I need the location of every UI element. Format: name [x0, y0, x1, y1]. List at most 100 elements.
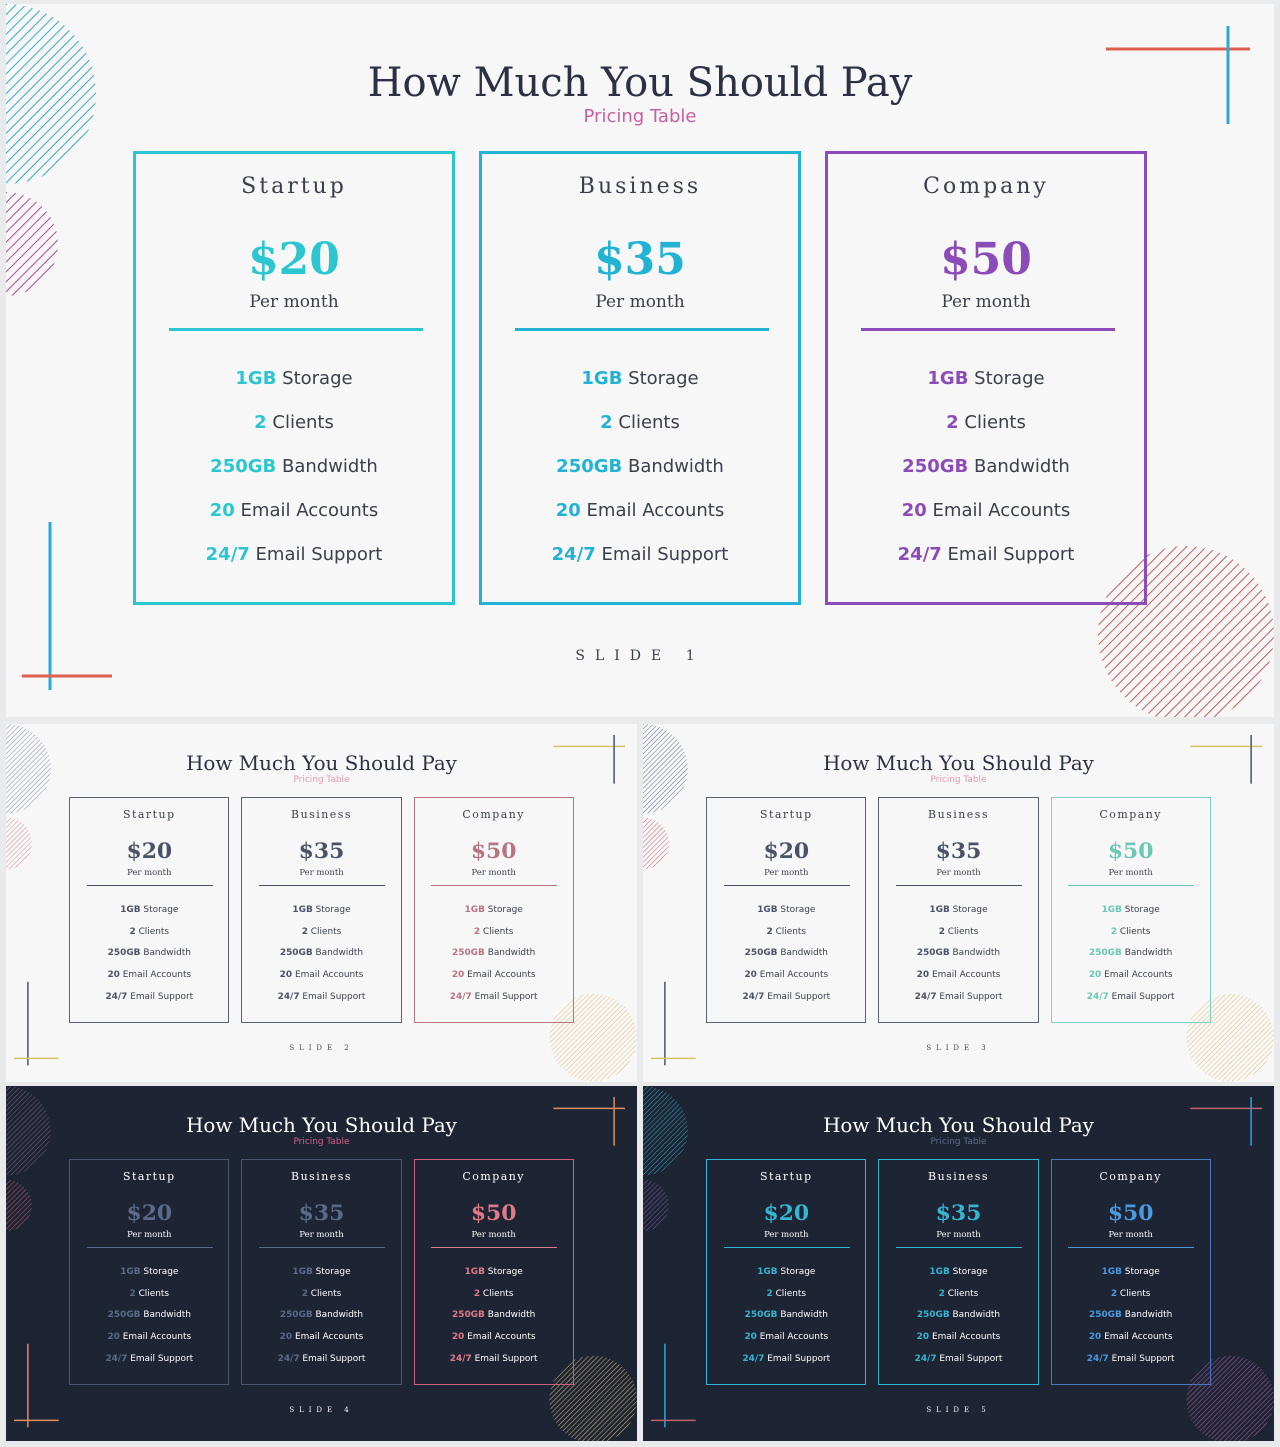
- feature-label: Bandwidth: [952, 1310, 1001, 1321]
- pricing-card-startup[interactable]: Startup $20 Per month 1GB Storage 2 Clients 2…: [133, 151, 455, 605]
- feature-label: Clients: [138, 1288, 170, 1299]
- feature-value: 250GB: [744, 1310, 778, 1321]
- feature-label: Email Support: [947, 544, 1075, 565]
- slide-number-label: SLIDE 5: [926, 1406, 991, 1415]
- feature-item: 250GB Bandwidth: [415, 1310, 573, 1320]
- slide-1[interactable]: How Much You Should Pay Pricing Table Star…: [6, 4, 1274, 717]
- feature-item: 2 Clients: [707, 1289, 865, 1299]
- feature-value: 20: [209, 500, 235, 521]
- plan-period: Per month: [299, 1228, 344, 1239]
- feature-label: Email Support: [130, 1354, 194, 1365]
- feature-value: 20: [1088, 1332, 1102, 1343]
- plan-period: Per month: [127, 1228, 172, 1239]
- feature-value: 20: [451, 1332, 465, 1343]
- feature-item: 24/7 Email Support: [242, 992, 400, 1002]
- pricing-card-company[interactable]: Company $50 Per month 1GB Storage 2 Clients 2…: [1050, 1159, 1211, 1386]
- feature-item: 2 Clients: [879, 927, 1037, 937]
- pricing-card-business[interactable]: Business $35 Per month 1GB Storage 2 Clients…: [241, 797, 402, 1024]
- feature-value: 24/7: [449, 1354, 472, 1365]
- feature-label: Bandwidth: [281, 456, 378, 477]
- pricing-card-business[interactable]: Business $35 Per month 1GB Storage 2 Clients…: [878, 1159, 1039, 1386]
- plan-name: Business: [928, 808, 989, 822]
- feature-value: 20: [107, 1332, 120, 1343]
- feature-value: 250GB: [556, 456, 623, 477]
- slide-number-label: SLIDE 3: [926, 1044, 991, 1053]
- slide-2[interactable]: How Much You Should Pay Pricing Table Star…: [6, 724, 637, 1082]
- feature-label: Storage: [315, 904, 351, 915]
- feature-item: 2 Clients: [707, 927, 865, 937]
- feature-label: Storage: [974, 368, 1045, 389]
- feature-value: 2: [1110, 926, 1118, 937]
- feature-label: Email Accounts: [1104, 1332, 1173, 1343]
- feature-item: 250GB Bandwidth: [707, 1310, 865, 1320]
- plan-divider: [1067, 884, 1195, 887]
- plan-period: Per month: [471, 1228, 516, 1239]
- feature-value: 2: [473, 1288, 481, 1299]
- feature-item: 20 Email Accounts: [707, 1332, 865, 1342]
- feature-value: 1GB: [927, 368, 969, 389]
- slide-number-label: SLIDE 1: [575, 648, 705, 664]
- feature-value: 24/7: [551, 544, 596, 565]
- feature-value: 24/7: [277, 992, 300, 1003]
- slide-number-label: SLIDE 4: [289, 1406, 354, 1415]
- feature-label: Bandwidth: [1124, 1310, 1173, 1321]
- plan-divider: [723, 884, 850, 887]
- feature-value: 2: [766, 1288, 773, 1299]
- feature-label: Email Accounts: [586, 500, 725, 521]
- feature-item: 1GB Storage: [879, 1267, 1037, 1277]
- pricing-card-company[interactable]: Company $50 Per month 1GB Storage 2 Clients 2…: [825, 151, 1147, 605]
- feature-label: Email Support: [767, 992, 831, 1003]
- pricing-card-startup[interactable]: Startup $20 Per month 1GB Storage 2 Clients 2…: [706, 1159, 867, 1386]
- pricing-card-business[interactable]: Business $35 Per month 1GB Storage 2 Clients…: [479, 151, 801, 605]
- feature-item: 1GB Storage: [879, 905, 1037, 915]
- feature-value: 250GB: [916, 948, 950, 959]
- pricing-card-business[interactable]: Business $35 Per month 1GB Storage 2 Clients…: [241, 1159, 402, 1386]
- feature-item: 2 Clients: [1052, 1289, 1210, 1299]
- plan-divider: [895, 1246, 1023, 1249]
- page-subtitle: Pricing Table: [293, 1136, 350, 1147]
- feature-item: 20 Email Accounts: [415, 1332, 573, 1342]
- feature-value: 250GB: [452, 1310, 485, 1321]
- slide-4[interactable]: How Much You Should Pay Pricing Table Star…: [6, 1086, 637, 1441]
- pricing-card-startup[interactable]: Startup $20 Per month 1GB Storage 2 Clients 2…: [69, 797, 230, 1024]
- pricing-card-startup[interactable]: Startup $20 Per month 1GB Storage 2 Clients 2…: [69, 1159, 230, 1386]
- pricing-card-company[interactable]: Company $50 Per month 1GB Storage 2 Clients 2…: [1050, 797, 1211, 1024]
- plan-name: Startup: [760, 1170, 813, 1184]
- feature-value: 1GB: [120, 1266, 141, 1277]
- feature-item: 20 Email Accounts: [1052, 1332, 1210, 1342]
- feature-label: Email Accounts: [122, 1332, 192, 1343]
- feature-label: Clients: [1119, 1288, 1151, 1299]
- feature-item: 24/7 Email Support: [707, 1354, 865, 1364]
- slide-3[interactable]: How Much You Should Pay Pricing Table Star…: [643, 724, 1274, 1082]
- plan-name: Company: [1099, 1170, 1162, 1184]
- plan-price: $20: [126, 1199, 173, 1226]
- pricing-card-company[interactable]: Company $50 Per month 1GB Storage 2 Clients 2…: [413, 797, 574, 1024]
- plan-name: Company: [462, 1170, 525, 1184]
- plan-name: Company: [462, 808, 525, 822]
- page-title: How Much You Should Pay: [823, 751, 1094, 775]
- plan-period: Per month: [299, 866, 344, 877]
- pricing-card-business[interactable]: Business $35 Per month 1GB Storage 2 Clients…: [878, 797, 1039, 1024]
- feature-value: 2: [473, 926, 481, 937]
- feature-item: 1GB Storage: [828, 368, 1144, 389]
- feature-value: 1GB: [929, 904, 950, 915]
- slide-number-label: SLIDE 2: [289, 1044, 354, 1053]
- plan-price: $50: [1107, 1199, 1154, 1226]
- feature-value: 2: [946, 412, 959, 433]
- slide-5[interactable]: How Much You Should Pay Pricing Table Star…: [643, 1086, 1274, 1441]
- feature-item: 250GB Bandwidth: [879, 1310, 1037, 1320]
- feature-label: Email Accounts: [122, 970, 192, 981]
- pricing-card-company[interactable]: Company $50 Per month 1GB Storage 2 Clients 2…: [413, 1159, 574, 1386]
- plan-period: Per month: [471, 866, 516, 877]
- plan-divider: [169, 328, 423, 331]
- pricing-card-startup[interactable]: Startup $20 Per month 1GB Storage 2 Clients 2…: [706, 797, 867, 1024]
- feature-value: 250GB: [107, 948, 141, 959]
- feature-label: Bandwidth: [487, 1310, 536, 1321]
- feature-item: 1GB Storage: [1052, 1267, 1210, 1277]
- feature-label: Email Accounts: [467, 1332, 536, 1343]
- feature-value: 2: [938, 926, 945, 937]
- plan-price: $35: [935, 837, 982, 864]
- feature-item: 250GB Bandwidth: [242, 948, 400, 958]
- feature-value: 1GB: [757, 904, 778, 915]
- feature-label: Storage: [780, 904, 816, 915]
